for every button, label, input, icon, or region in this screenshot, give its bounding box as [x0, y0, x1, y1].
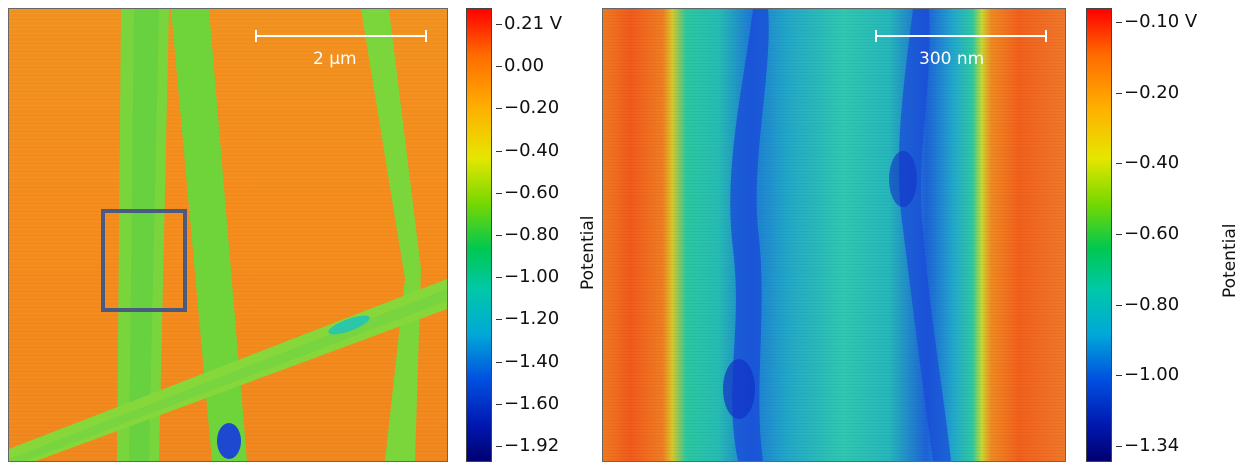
scalebar-label: 300 nm [919, 49, 985, 69]
colorbar-tick-label: −0.60 [504, 181, 560, 203]
scalebar-label: 2 µm [313, 49, 357, 69]
colorbar-tickmark [496, 361, 502, 363]
colorbar-tickmark [496, 66, 502, 68]
colorbar-tickmark [1116, 22, 1122, 23]
colorbar-gradient [1087, 9, 1111, 461]
colorbar-tickmark [496, 319, 502, 321]
colorbar-tick-label: −0.60 [1124, 223, 1180, 244]
colorbar-overview [466, 8, 492, 462]
colorbar-tickmark [496, 277, 502, 279]
colorbar-tickmark [496, 24, 502, 25]
colorbar-tick-label: −1.20 [504, 308, 560, 330]
colorbar-tick-label: 0.00 [504, 55, 545, 77]
blue-patch-bottom [217, 423, 241, 459]
colorbar-tickmark [1116, 92, 1122, 94]
colorbar-tick-label: −0.80 [1124, 293, 1180, 315]
colorbar-tick-label: −1.60 [504, 392, 560, 414]
dark-blue-spot [723, 359, 755, 419]
colorbar-tick-label: −1.00 [504, 266, 560, 288]
scalebar-line [255, 30, 427, 42]
colorbar-tick-label: −1.92 [504, 435, 560, 456]
colorbar-tickmark [1116, 234, 1122, 235]
fiber-b [171, 9, 247, 461]
colorbar-tickmark [496, 150, 502, 152]
colorbar-gradient [467, 9, 491, 461]
teal-patch-diagonal [328, 315, 370, 335]
axis-title-potential: Potential [578, 215, 598, 290]
colorbar-tick-label: −0.80 [504, 224, 560, 245]
colorbar-tick-label: −0.20 [504, 97, 560, 119]
colorbar-tick-label: 0.21 V [504, 13, 563, 34]
colorbar-tickmark [496, 235, 502, 236]
selection-box [101, 209, 187, 312]
colorbar-tickmark [496, 403, 502, 405]
colorbar-tickmark [1116, 163, 1122, 165]
scalebar-line [875, 30, 1047, 42]
potential-map-zoom: 300 nm [602, 8, 1066, 462]
colorbar-tick-label: −1.00 [1124, 364, 1180, 386]
colorbar-tickmark [1116, 446, 1122, 447]
colorbar-tickmark [496, 108, 502, 110]
colorbar-tick-label: −0.40 [504, 139, 560, 161]
blue-streak-left [730, 9, 769, 461]
colorbar-tickmark [496, 446, 502, 447]
zoom-image [603, 9, 1065, 461]
colorbar-tick-label: −1.34 [1124, 435, 1180, 456]
colorbar-tickmark [496, 192, 502, 194]
dark-blue-spot-2 [889, 151, 917, 207]
potential-map-overview: 2 µm [8, 8, 448, 462]
overview-image [9, 9, 447, 461]
axis-title-potential: Potential [1220, 223, 1240, 298]
colorbar-tick-label: −1.40 [504, 350, 560, 372]
colorbar-tick-label: −0.10 V [1124, 11, 1198, 32]
colorbar-tick-label: −0.40 [1124, 152, 1180, 174]
fiber-a-core [129, 9, 159, 461]
colorbar-tick-label: −0.20 [1124, 81, 1180, 103]
fiber-c [361, 9, 421, 461]
colorbar-zoom [1086, 8, 1112, 462]
colorbar-tickmark [1116, 304, 1122, 306]
colorbar-tickmark [1116, 375, 1122, 377]
blue-streak-right [898, 9, 951, 461]
